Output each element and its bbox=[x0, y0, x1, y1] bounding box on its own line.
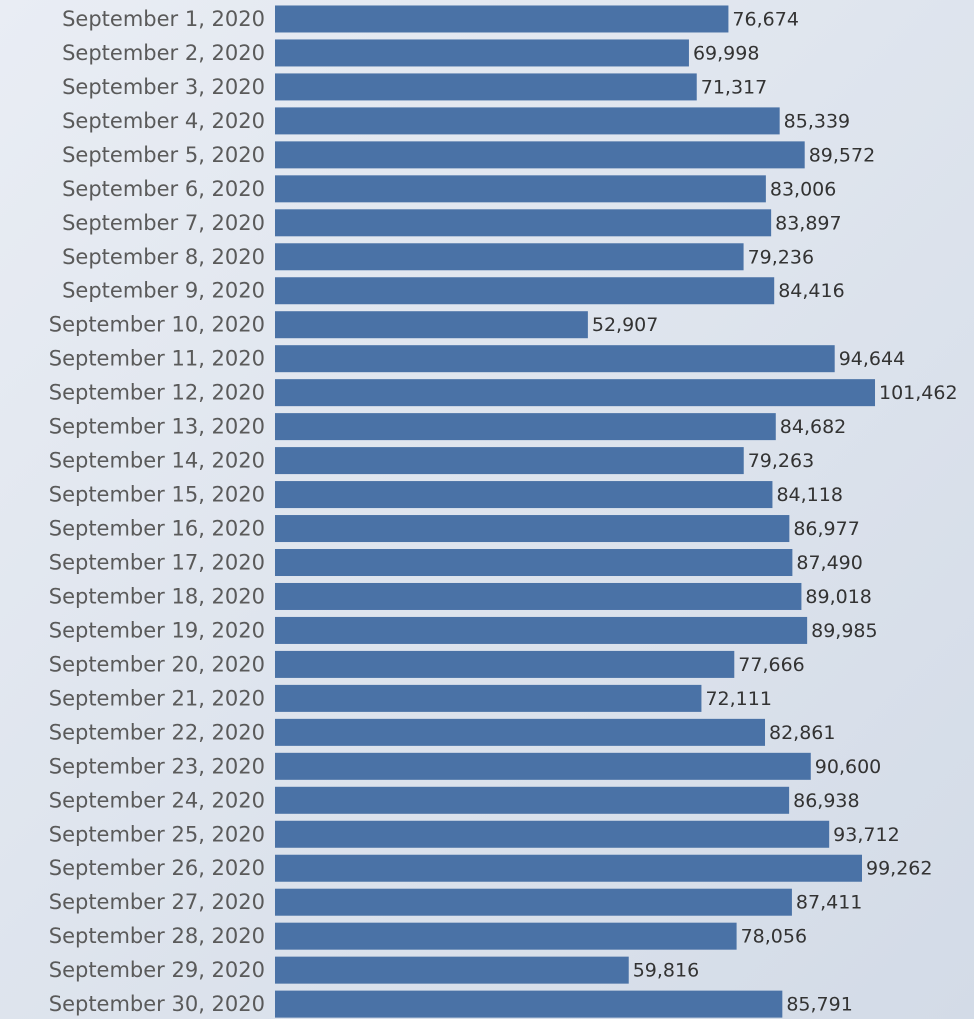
data-label: 90,600 bbox=[815, 756, 881, 778]
data-label: 79,263 bbox=[748, 450, 814, 472]
y-tick-label: September 2, 2020 bbox=[62, 41, 265, 65]
bar bbox=[275, 889, 792, 916]
bar bbox=[275, 549, 792, 576]
bar bbox=[275, 957, 629, 984]
y-tick-label: September 8, 2020 bbox=[62, 245, 265, 269]
y-tick-label: September 10, 2020 bbox=[49, 313, 265, 337]
data-label: 84,118 bbox=[776, 484, 842, 506]
data-label: 69,998 bbox=[693, 42, 759, 64]
data-label: 83,006 bbox=[770, 178, 836, 200]
y-tick-label: September 19, 2020 bbox=[49, 618, 265, 642]
data-label: 89,572 bbox=[809, 144, 875, 166]
data-label: 72,111 bbox=[705, 688, 771, 710]
y-tick-label: September 29, 2020 bbox=[49, 958, 265, 982]
bar bbox=[275, 719, 765, 746]
data-label: 76,674 bbox=[732, 8, 798, 30]
y-tick-label: September 21, 2020 bbox=[49, 686, 265, 710]
bar bbox=[275, 311, 588, 338]
data-label: 89,018 bbox=[805, 586, 871, 608]
bar bbox=[275, 991, 782, 1018]
data-label: 84,682 bbox=[780, 416, 846, 438]
data-label: 84,416 bbox=[778, 280, 844, 302]
y-tick-label: September 3, 2020 bbox=[62, 75, 265, 99]
data-label: 101,462 bbox=[879, 382, 958, 404]
bar bbox=[275, 379, 875, 406]
y-tick-label: September 22, 2020 bbox=[49, 720, 265, 744]
bar bbox=[275, 583, 801, 610]
data-label: 93,712 bbox=[833, 824, 899, 846]
bar bbox=[275, 787, 789, 814]
data-label: 86,977 bbox=[793, 518, 859, 540]
data-label: 83,897 bbox=[775, 212, 841, 234]
bar bbox=[275, 515, 789, 542]
data-label: 86,938 bbox=[793, 790, 859, 812]
data-label: 85,791 bbox=[786, 994, 852, 1016]
y-tick-label: September 30, 2020 bbox=[49, 992, 265, 1016]
y-tick-label: September 26, 2020 bbox=[49, 856, 265, 880]
y-tick-label: September 5, 2020 bbox=[62, 143, 265, 167]
bar bbox=[275, 277, 774, 304]
bar bbox=[275, 685, 701, 712]
chart: September 1, 2020 76,674 September 2, 2020… bbox=[0, 0, 974, 1019]
bar bbox=[275, 107, 780, 134]
data-label: 85,339 bbox=[784, 110, 850, 132]
bar bbox=[275, 413, 776, 440]
bar bbox=[275, 39, 689, 66]
y-tick-label: September 7, 2020 bbox=[62, 211, 265, 235]
data-label: 87,490 bbox=[796, 552, 862, 574]
bar bbox=[275, 821, 829, 848]
bar bbox=[275, 855, 862, 882]
y-tick-label: September 24, 2020 bbox=[49, 788, 265, 812]
y-tick-label: September 1, 2020 bbox=[62, 7, 265, 31]
bar bbox=[275, 651, 734, 678]
y-tick-label: September 14, 2020 bbox=[49, 449, 265, 473]
bar bbox=[275, 243, 744, 270]
y-tick-label: September 25, 2020 bbox=[49, 822, 265, 846]
data-label: 87,411 bbox=[796, 892, 862, 914]
bar bbox=[275, 5, 728, 32]
bar bbox=[275, 73, 697, 100]
data-label: 94,644 bbox=[839, 348, 905, 370]
y-tick-label: September 9, 2020 bbox=[62, 279, 265, 303]
data-label: 52,907 bbox=[592, 314, 658, 336]
data-label: 82,861 bbox=[769, 722, 835, 744]
y-tick-label: September 13, 2020 bbox=[49, 415, 265, 439]
page: September 1, 2020 76,674 September 2, 2020… bbox=[0, 0, 974, 1019]
bar bbox=[275, 141, 805, 168]
bar bbox=[275, 617, 807, 644]
bar bbox=[275, 175, 766, 202]
bar bbox=[275, 481, 772, 508]
bar bbox=[275, 209, 771, 236]
data-label: 89,985 bbox=[811, 620, 877, 642]
data-label: 79,236 bbox=[748, 246, 814, 268]
bar bbox=[275, 753, 811, 780]
y-tick-label: September 28, 2020 bbox=[49, 924, 265, 948]
bar bbox=[275, 923, 737, 950]
y-tick-label: September 12, 2020 bbox=[49, 381, 265, 405]
y-tick-label: September 4, 2020 bbox=[62, 109, 265, 133]
data-label: 59,816 bbox=[633, 960, 699, 982]
data-label: 71,317 bbox=[701, 76, 767, 98]
bar bbox=[275, 345, 835, 372]
y-tick-label: September 16, 2020 bbox=[49, 517, 265, 541]
data-label: 77,666 bbox=[738, 654, 804, 676]
y-tick-label: September 18, 2020 bbox=[49, 584, 265, 608]
y-tick-label: September 27, 2020 bbox=[49, 890, 265, 914]
y-tick-label: September 20, 2020 bbox=[49, 652, 265, 676]
y-tick-label: September 11, 2020 bbox=[49, 347, 265, 371]
data-label: 99,262 bbox=[866, 858, 932, 880]
data-label: 78,056 bbox=[741, 926, 807, 948]
y-tick-label: September 23, 2020 bbox=[49, 754, 265, 778]
y-tick-label: September 6, 2020 bbox=[62, 177, 265, 201]
bar bbox=[275, 447, 744, 474]
y-tick-label: September 15, 2020 bbox=[49, 483, 265, 507]
y-tick-label: September 17, 2020 bbox=[49, 551, 265, 575]
